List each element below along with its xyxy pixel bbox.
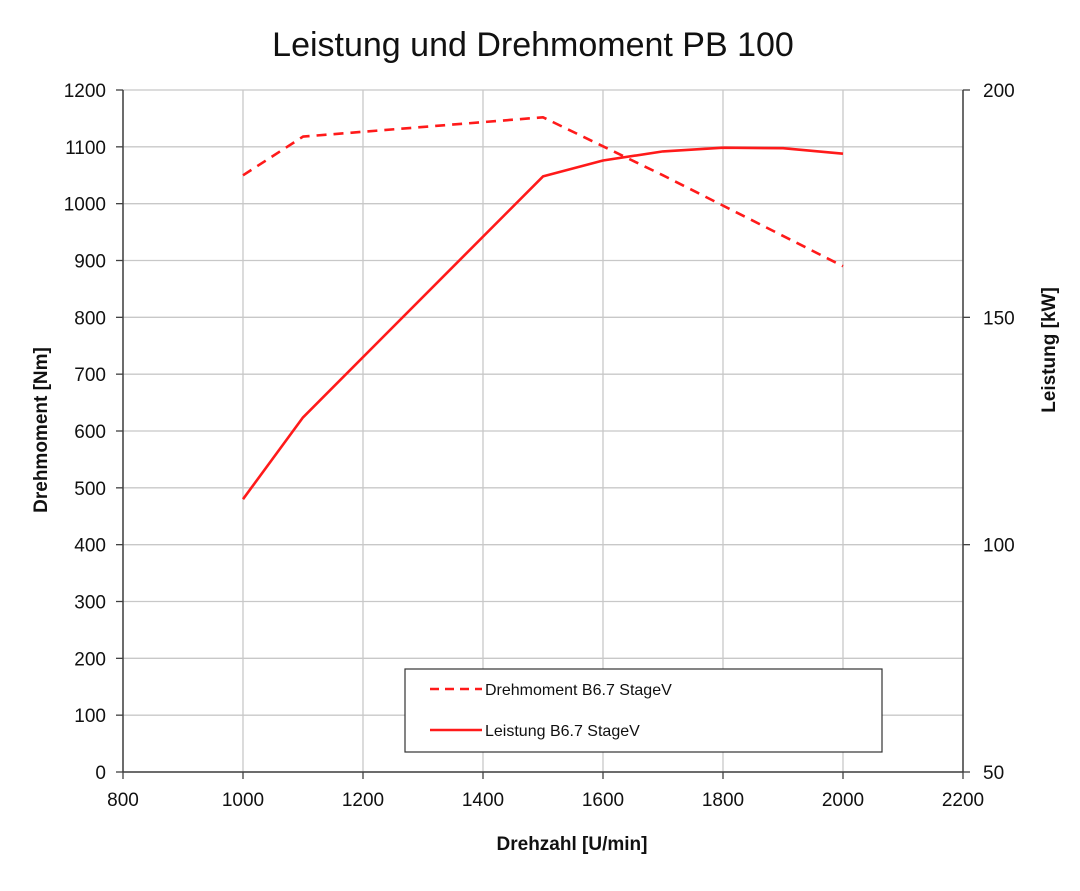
y-left-tick-1200: 1200	[64, 81, 106, 102]
axes	[116, 89, 970, 779]
legend-label-drehmoment: Drehmoment B6.7 StageV	[485, 682, 672, 699]
series-lines	[241, 116, 844, 500]
x-tick-1400: 1400	[462, 790, 504, 811]
y-left-tick-300: 300	[74, 593, 106, 614]
legend: Drehmoment B6.7 StageV Leistung B6.7 Sta…	[404, 668, 883, 753]
legend-box	[404, 668, 883, 753]
series-line-leistung	[241, 146, 844, 500]
x-tick-2000: 2000	[822, 790, 864, 811]
x-tick-1800: 1800	[702, 790, 744, 811]
y-left-tick-100: 100	[74, 706, 106, 727]
tick-labels: 0 100 200 300 400 500 600 700 800 900 1000 1100 1200…	[64, 81, 1015, 811]
x-tick-2200: 2200	[942, 790, 984, 811]
series-line-drehmoment	[242, 116, 844, 268]
x-tick-1000: 1000	[222, 790, 264, 811]
y-left-tick-200: 200	[74, 649, 106, 670]
y-right-tick-200: 200	[983, 81, 1015, 102]
x-tick-1600: 1600	[582, 790, 624, 811]
y-right-tick-50: 50	[983, 763, 1004, 784]
y-left-tick-400: 400	[74, 536, 106, 557]
legend-label-leistung: Leistung B6.7 StageV	[485, 723, 640, 740]
y-left-tick-700: 700	[74, 365, 106, 386]
y-left-tick-800: 800	[74, 308, 106, 329]
x-tick-800: 800	[107, 790, 139, 811]
y-left-tick-1000: 1000	[64, 195, 106, 216]
y-left-tick-0: 0	[95, 763, 106, 784]
x-tick-1200: 1200	[342, 790, 384, 811]
y-right-tick-100: 100	[983, 536, 1015, 557]
chart-title: Leistung und Drehmoment PB 100	[272, 26, 794, 64]
y-left-tick-500: 500	[74, 479, 106, 500]
y-left-axis-title: Drehmoment [Nm]	[31, 347, 52, 513]
x-axis-title: Drehzahl [U/min]	[497, 834, 648, 855]
y-left-tick-600: 600	[74, 422, 106, 443]
y-left-tick-1100: 1100	[65, 138, 106, 159]
y-right-axis-title: Leistung [kW]	[1039, 287, 1060, 413]
y-left-tick-900: 900	[74, 252, 106, 273]
y-right-tick-150: 150	[983, 308, 1015, 329]
